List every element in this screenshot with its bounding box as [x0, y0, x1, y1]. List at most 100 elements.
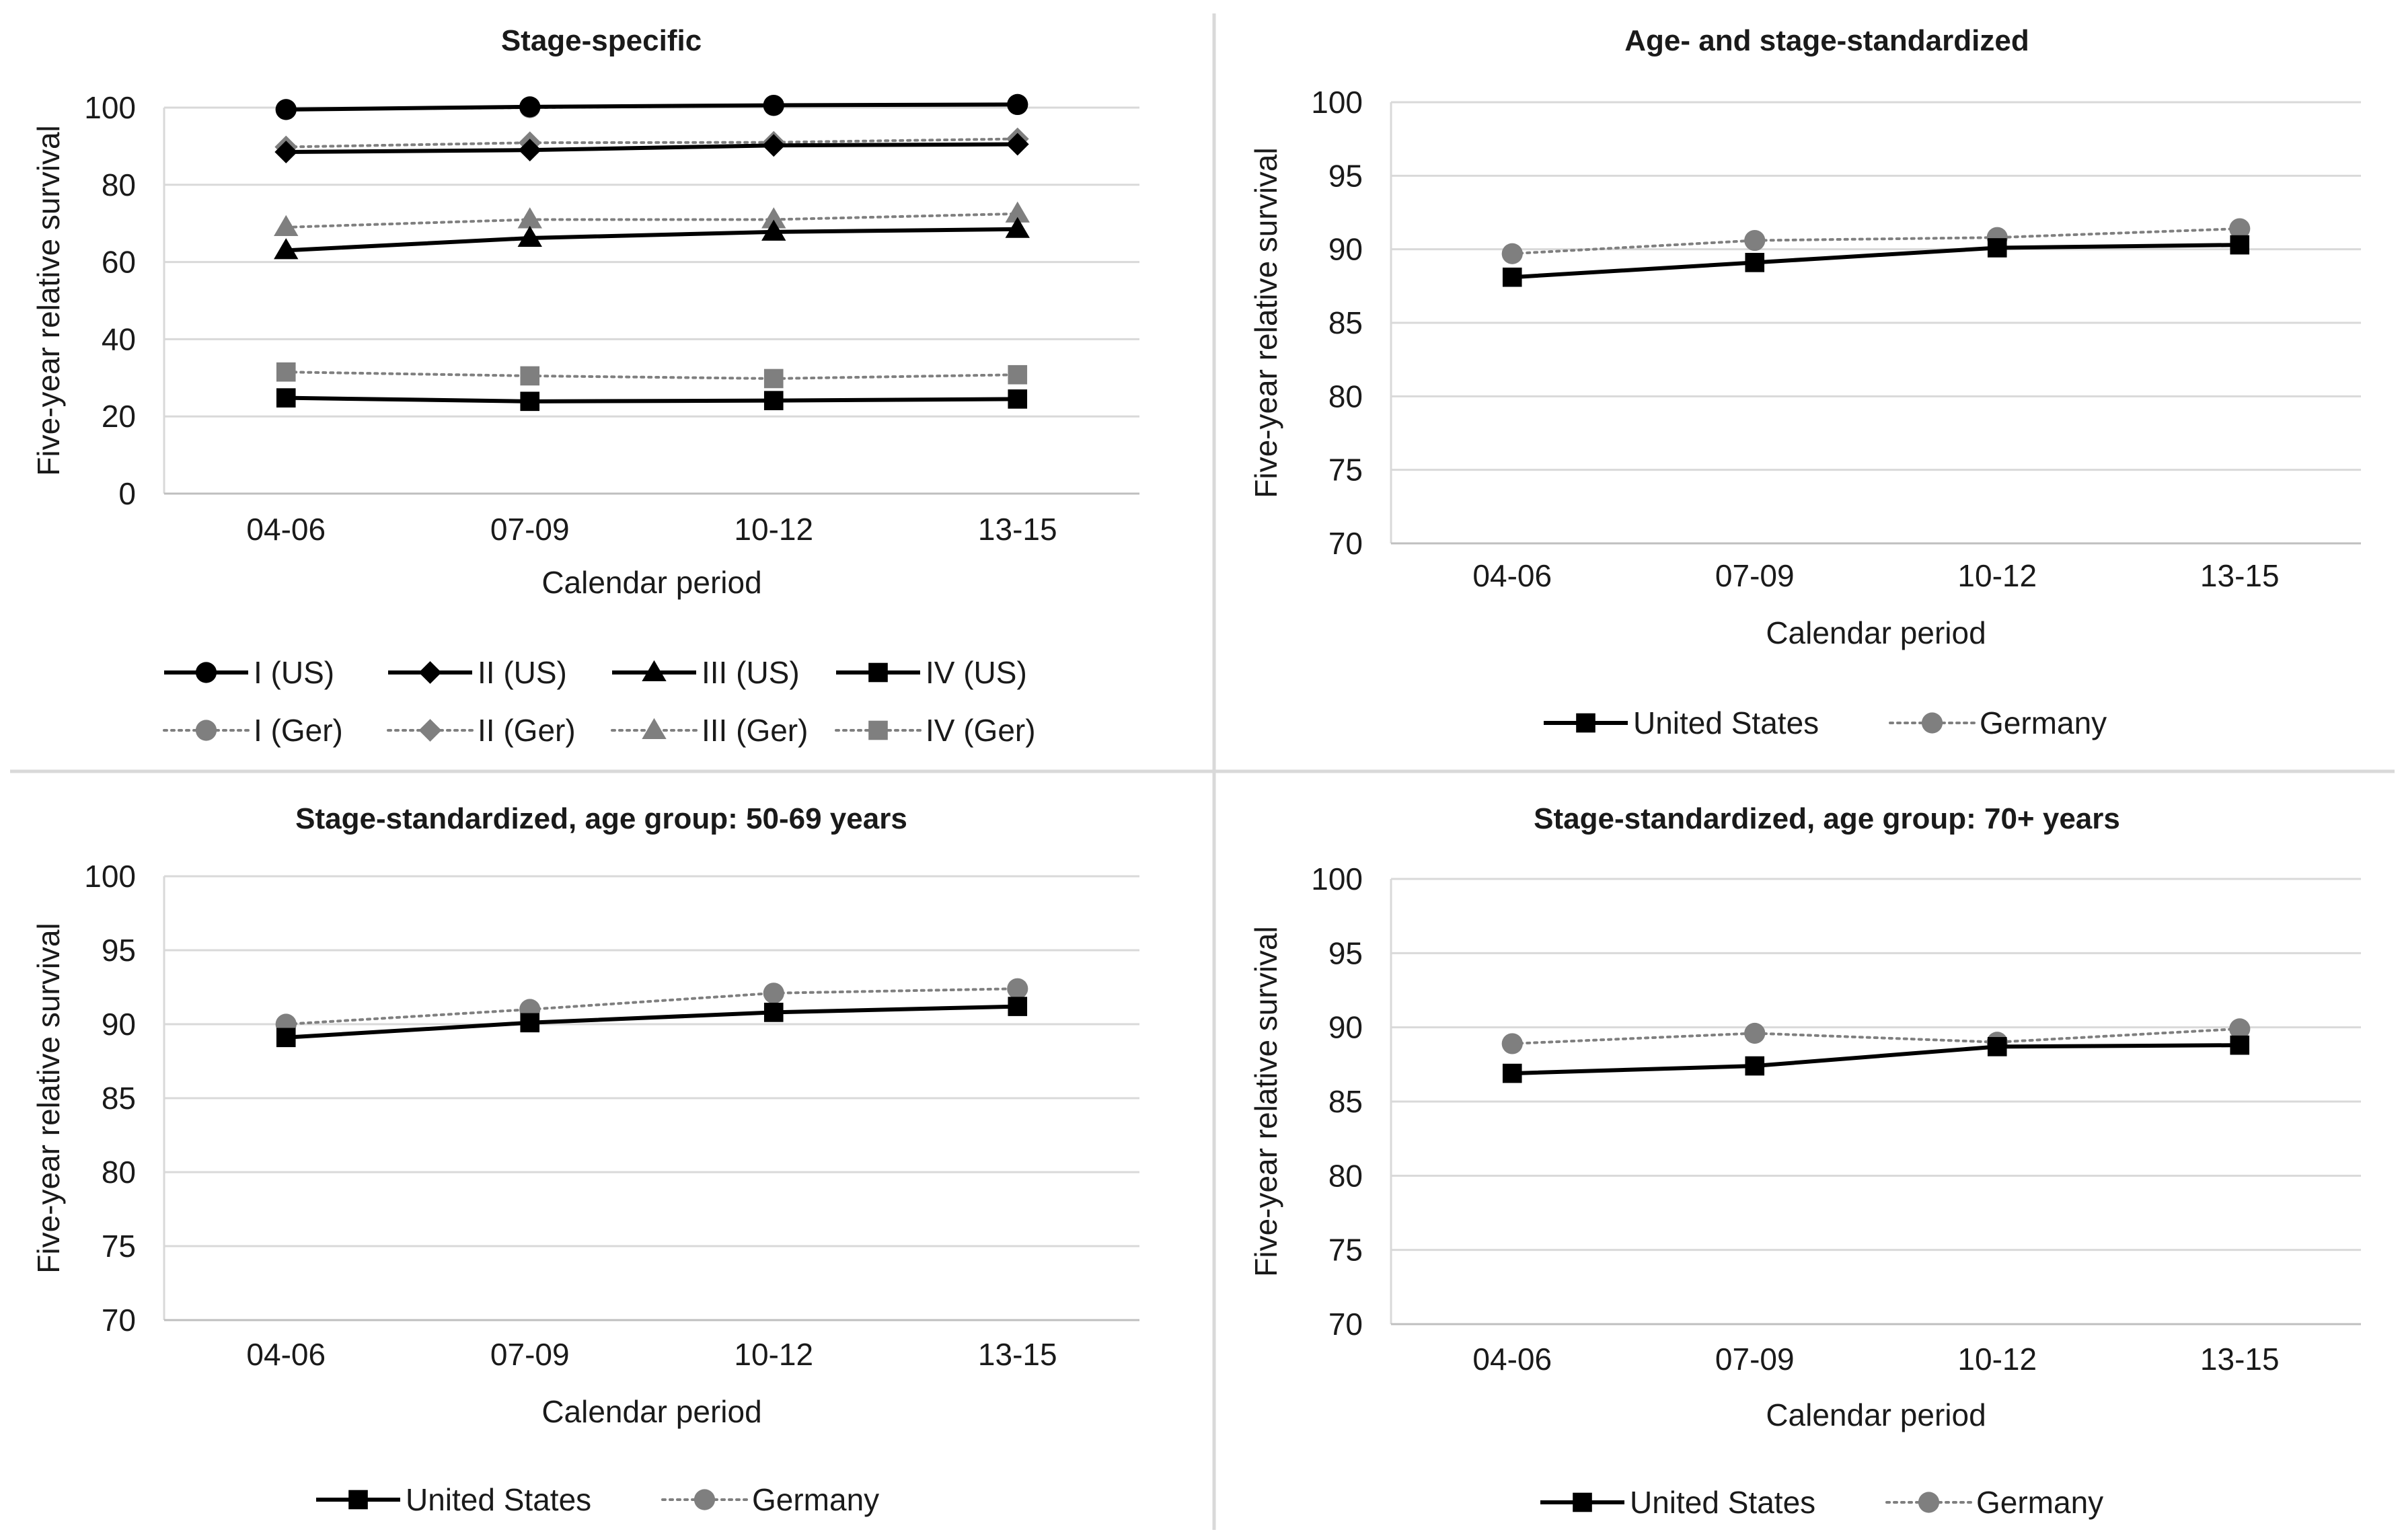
y-tick-label: 80 — [102, 1155, 136, 1190]
legend-label: Germany — [752, 1482, 879, 1517]
legend-item-germany: Germany — [1885, 1485, 2103, 1520]
y-tick-label: 95 — [1328, 935, 1363, 970]
legend-marker — [693, 1489, 716, 1510]
y-axis-label: Five-year relative survival — [31, 125, 66, 475]
data-point-germany — [2229, 218, 2251, 239]
legend-item-ii-ger: II (Ger) — [387, 713, 576, 748]
legend-item-iii-ger: III (Ger) — [611, 713, 808, 748]
y-tick-label: 90 — [102, 1007, 136, 1042]
y-tick-label: 100 — [84, 859, 136, 894]
y-axis-label: Five-year relative survival — [1248, 926, 1283, 1276]
data-point-germany — [1501, 1033, 1523, 1054]
series-line-germany — [1511, 1027, 2241, 1045]
data-point-iv-us — [276, 388, 296, 408]
y-axis-label: Five-year relative survival — [1248, 147, 1283, 498]
series-line-germany — [285, 987, 1019, 1026]
series-line-ii-ger — [285, 137, 1019, 149]
x-tick-label: 04-06 — [1472, 558, 1552, 593]
y-tick-label: 95 — [102, 933, 136, 968]
data-point-united-states — [763, 1003, 784, 1022]
series-united-states — [276, 997, 1028, 1048]
legend-label: IV (US) — [926, 655, 1027, 690]
y-tick-label: 75 — [1328, 453, 1363, 488]
data-point-germany — [1744, 229, 1766, 252]
legend-marker — [418, 661, 442, 684]
legend-label: I (Ger) — [254, 713, 343, 748]
data-point-united-states — [1502, 267, 1522, 287]
y-tick-label: 70 — [1328, 526, 1363, 561]
y-tick-label: 0 — [118, 476, 136, 511]
x-tick-label: 10-12 — [734, 1337, 813, 1372]
legend-marker — [868, 720, 888, 740]
x-tick-label: 07-09 — [490, 1337, 570, 1372]
legend-label: I (US) — [254, 655, 334, 690]
legend-label: United States — [1633, 705, 1819, 740]
chart-title: Stage-standardized, age group: 50-69 yea… — [295, 802, 907, 835]
legend-label: United States — [1630, 1485, 1815, 1520]
y-tick-label: 60 — [102, 245, 136, 280]
series-line-united-states — [1512, 243, 2240, 280]
series-line-iii-us — [286, 227, 1018, 253]
series-line-iv-us — [286, 395, 1018, 403]
series-line-iii-ger — [285, 212, 1019, 229]
series-ii-us — [274, 132, 1029, 163]
data-point-united-states — [276, 1028, 296, 1048]
series-united-states — [1502, 1035, 2250, 1083]
legend-marker — [195, 720, 217, 741]
data-point-iii-ger — [761, 207, 786, 229]
x-tick-label: 07-09 — [1715, 1342, 1795, 1377]
y-tick-label: 100 — [84, 90, 136, 125]
y-tick-label: 20 — [102, 399, 136, 434]
chart-title: Stage-specific — [501, 24, 702, 57]
data-point-iv-ger — [520, 366, 540, 386]
data-point-iii-ger — [274, 215, 299, 236]
data-point-ii-us — [518, 139, 541, 162]
panel-age-50-69: Stage-standardized, age group: 50-69 yea… — [31, 802, 1139, 1517]
data-point-united-states — [2230, 1035, 2250, 1055]
y-axis-label: Five-year relative survival — [31, 923, 66, 1273]
y-tick-label: 90 — [1328, 1010, 1363, 1045]
data-point-germany — [763, 983, 784, 1004]
data-point-united-states — [1502, 1063, 1522, 1083]
data-point-i-us — [763, 94, 784, 116]
series-iii-ger — [274, 201, 1030, 236]
data-point-iii-ger — [1005, 201, 1030, 223]
y-tick-label: 70 — [1328, 1307, 1363, 1342]
data-point-united-states — [1008, 997, 1028, 1016]
series-iii-us — [274, 217, 1030, 260]
data-point-iv-ger — [276, 362, 296, 382]
y-tick-label: 85 — [102, 1081, 136, 1116]
data-point-iii-us — [761, 219, 786, 241]
y-tick-label: 80 — [1328, 379, 1363, 414]
y-tick-label: 85 — [1328, 305, 1363, 340]
series-i-us — [275, 93, 1028, 120]
data-point-ii-us — [1006, 132, 1029, 156]
data-point-iv-us — [1008, 389, 1028, 409]
data-point-united-states — [520, 1013, 540, 1033]
legend-marker — [868, 662, 888, 683]
legend-item-iii-us: III (US) — [612, 655, 800, 690]
series-united-states — [1502, 235, 2250, 287]
legend-item-iv-ger: IV (Ger) — [835, 713, 1036, 748]
data-point-united-states — [1745, 253, 1765, 272]
legend-item-united-states: United States — [1544, 705, 1819, 740]
legend-item-ii-us: II (US) — [388, 655, 567, 690]
legend-marker — [642, 660, 667, 681]
data-point-iii-us — [274, 238, 299, 260]
data-point-united-states — [1745, 1056, 1765, 1076]
data-point-germany — [1744, 1022, 1766, 1044]
x-tick-label: 10-12 — [1957, 1342, 2037, 1377]
x-tick-label: 04-06 — [246, 1337, 326, 1372]
legend-label: II (US) — [478, 655, 567, 690]
data-point-germany — [1501, 243, 1523, 264]
x-tick-label: 13-15 — [978, 1337, 1057, 1372]
data-point-iv-us — [520, 391, 540, 412]
series-iv-us — [276, 388, 1028, 412]
data-point-germany — [2229, 1018, 2251, 1040]
chart-title: Stage-standardized, age group: 70+ years — [1534, 802, 2120, 835]
legend-label: Germany — [1976, 1485, 2103, 1520]
data-point-united-states — [1987, 238, 2007, 258]
legend-item-i-us: I (US) — [164, 655, 334, 690]
series-line-iv-ger — [285, 371, 1019, 380]
